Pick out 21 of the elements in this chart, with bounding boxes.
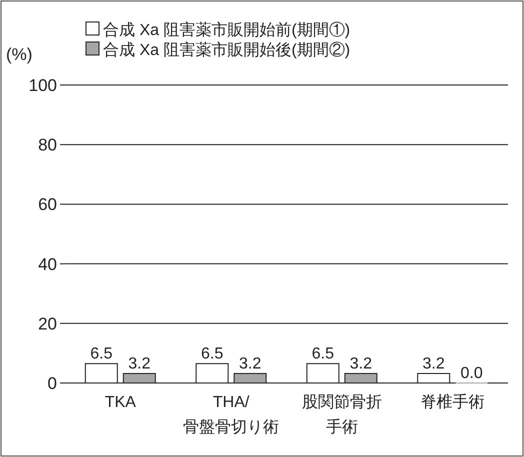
y-tick-label: 60: [38, 195, 57, 214]
x-tick-label: THA/ 骨盤骨切り術: [183, 394, 280, 436]
x-tick-label: 脊椎手術: [420, 393, 485, 411]
data-label: 3.2: [422, 355, 445, 372]
legend-label: 合成 Xa 阻害薬市販開始後(期間②): [103, 41, 350, 59]
legend-label: 合成 Xa 阻害薬市販開始前(期間①): [103, 21, 350, 39]
data-label: 6.5: [312, 346, 334, 363]
y-tick-label: 80: [38, 136, 57, 155]
x-tick-label: 股関節骨折手術: [302, 394, 382, 436]
y-tick-label: 0: [48, 374, 57, 393]
data-label: 3.2: [128, 355, 151, 372]
data-label: 6.5: [201, 346, 224, 363]
y-tick-label: 20: [38, 314, 57, 334]
x-tick-label: TKA: [104, 394, 136, 411]
y-tick-label: 100: [28, 76, 57, 95]
y-tick-label: 40: [38, 254, 57, 274]
y-axis-title: (%): [6, 45, 32, 64]
data-label: 3.2: [239, 355, 262, 372]
data-label: 3.2: [350, 355, 372, 372]
data-label: 0.0: [460, 365, 483, 382]
data-label: 6.5: [90, 346, 113, 363]
